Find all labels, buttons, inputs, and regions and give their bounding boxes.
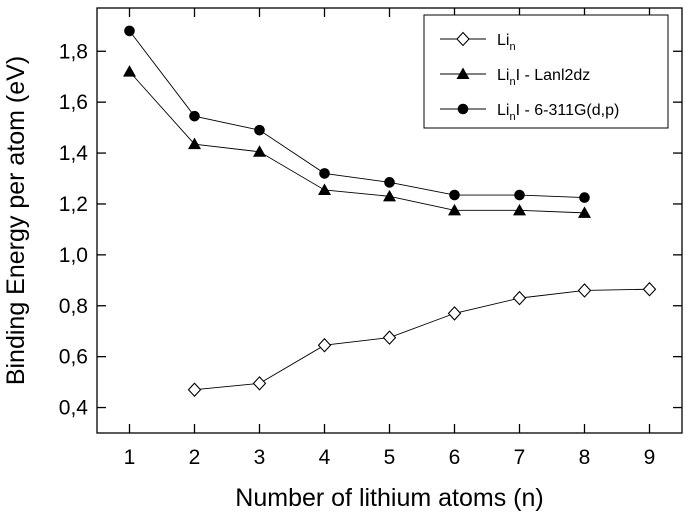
data-point xyxy=(447,306,462,321)
data-point xyxy=(254,124,265,136)
x-tick-label: 1 xyxy=(124,446,136,469)
data-point xyxy=(449,189,460,201)
y-axis-title: Binding Energy per atom (eV) xyxy=(2,56,30,385)
x-tick-label: 2 xyxy=(189,446,201,469)
data-point xyxy=(448,203,461,216)
data-point xyxy=(579,192,590,203)
legend-label: LinI - Lanl2dz xyxy=(497,67,590,88)
data-point xyxy=(319,168,330,179)
series-2 xyxy=(124,25,590,203)
y-tick-label: 1,2 xyxy=(59,193,88,216)
legend-label: Lin xyxy=(497,32,516,53)
data-point xyxy=(382,330,397,345)
x-tick-label: 4 xyxy=(319,446,331,469)
legend-marker xyxy=(456,67,470,79)
y-tick-label: 1,8 xyxy=(59,40,88,63)
y-tick-label: 1,6 xyxy=(59,91,88,114)
series-line xyxy=(129,71,585,214)
x-tick-label: 6 xyxy=(449,446,461,469)
y-tick-label: 1,4 xyxy=(59,142,89,165)
legend-marker xyxy=(457,103,469,115)
data-point xyxy=(577,283,592,298)
y-tick-label: 0,4 xyxy=(59,397,89,420)
y-tick-label: 0,6 xyxy=(59,346,88,369)
data-point xyxy=(513,203,526,216)
y-tick-label: 0,8 xyxy=(59,295,88,318)
axis-ticks: 1 2 3 4 5 6 7 8 9 0,4 0,6 0,8 1,0 1,2 1,4 1,6 1,8 xyxy=(59,8,682,469)
legend: Lin LinI - Lanl2dz LinI - 6-311G(d,p) xyxy=(423,14,669,129)
data-point xyxy=(383,189,396,202)
series-line xyxy=(194,288,650,391)
legend-label: LinI - 6-311G(d,p) xyxy=(497,102,619,123)
data-point xyxy=(317,337,332,353)
series-0 xyxy=(187,281,657,398)
legend-entry: LinI - 6-311G(d,p) xyxy=(440,102,619,123)
x-tick-label: 5 xyxy=(384,446,396,469)
series-layer xyxy=(123,25,657,398)
data-point xyxy=(514,189,525,201)
data-point xyxy=(318,183,331,195)
data-point xyxy=(124,25,135,37)
x-tick-label: 9 xyxy=(644,446,656,469)
x-tick-label: 7 xyxy=(514,446,526,469)
data-point xyxy=(123,65,136,77)
y-tick-label: 1,0 xyxy=(59,244,88,267)
data-point xyxy=(187,382,202,398)
data-point xyxy=(253,145,266,157)
x-axis-title: Number of lithium atoms (n) xyxy=(235,484,543,512)
data-point xyxy=(252,376,267,391)
x-tick-label: 3 xyxy=(254,446,266,469)
legend-entry: LinI - Lanl2dz xyxy=(440,67,590,88)
legend-entry: Lin xyxy=(440,31,516,53)
data-point xyxy=(578,206,591,218)
data-point xyxy=(384,177,395,188)
x-tick-label: 8 xyxy=(579,446,591,469)
data-point xyxy=(642,281,657,297)
series-1 xyxy=(123,65,591,218)
legend-marker xyxy=(456,31,470,47)
data-point xyxy=(189,110,200,122)
data-point xyxy=(512,290,527,306)
series-line xyxy=(129,30,585,199)
data-point xyxy=(188,137,201,150)
